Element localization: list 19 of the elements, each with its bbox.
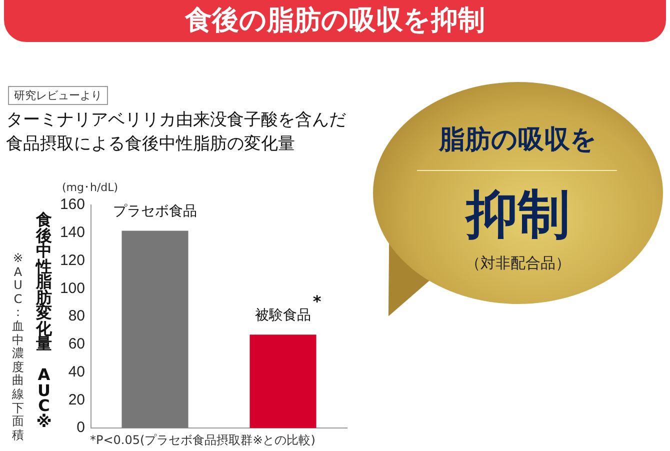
y-tick-label: 80	[68, 308, 85, 325]
x-tick-label: 被験食品	[255, 307, 311, 324]
y-tick-label: 120	[60, 252, 85, 269]
y-tick-label: 60	[68, 336, 85, 353]
y-tick-label: 160	[60, 196, 85, 214]
y-tick-label: 40	[68, 363, 85, 380]
text: ※AUC：血中濃度曲線下面積	[12, 251, 24, 442]
annotation: *	[312, 292, 322, 311]
chart-title: 食後の脂肪の吸収を抑制	[4, 0, 666, 42]
x-tick-label: プラセボ食品	[113, 203, 197, 220]
y-tick-label: 20	[68, 391, 85, 408]
text: *P<0.05(プラセボ食品摂取群※との比較)	[90, 432, 316, 449]
text: 食後中性脂肪変化量 AUC※	[36, 210, 52, 430]
text: 研究レビューより	[8, 86, 108, 105]
text: (mg･h/dL)	[62, 181, 118, 194]
y-tick-label: 140	[60, 224, 85, 242]
y-tick-label: 100	[60, 280, 85, 297]
y-tick-label: 0	[76, 419, 85, 436]
chart-subtitle: ターミナリアベリリカ由来没食子酸を含んだ食品摂取による食後中性脂肪の変化量	[6, 109, 347, 156]
